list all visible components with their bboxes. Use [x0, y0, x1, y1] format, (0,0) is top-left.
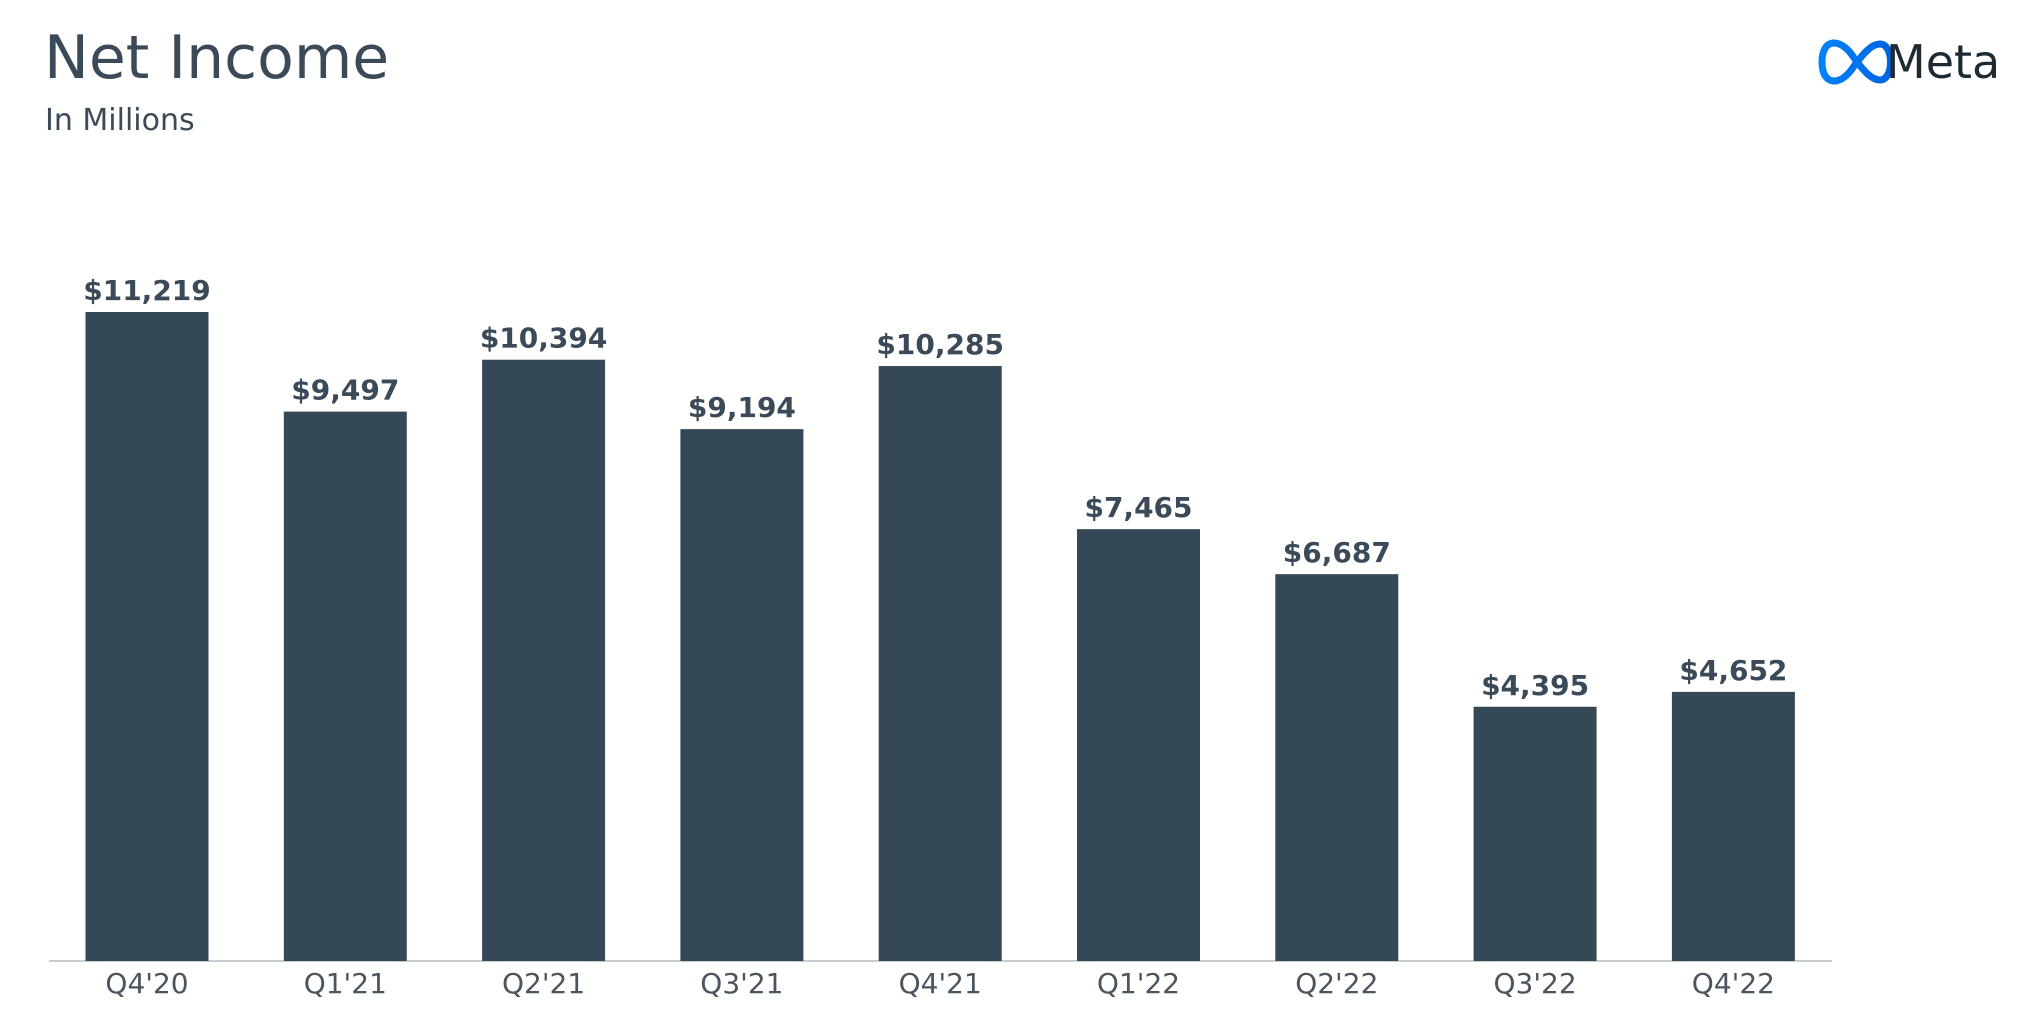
x-tick-label: Q1'21	[304, 967, 387, 1000]
bar	[680, 429, 804, 961]
x-tick-label: Q1'22	[1097, 967, 1180, 1000]
logo-text: Meta	[1886, 35, 2000, 89]
x-tick-label: Q4'22	[1692, 967, 1775, 1000]
value-label: $11,219	[83, 274, 211, 307]
x-tick-label: Q4'21	[899, 967, 982, 1000]
x-tick-label: Q2'21	[502, 967, 585, 1000]
bar	[283, 411, 407, 961]
bar	[85, 312, 209, 961]
value-label: $10,285	[876, 328, 1004, 361]
bar	[1473, 706, 1597, 961]
value-label: $10,394	[480, 322, 608, 355]
bar	[1077, 529, 1200, 961]
x-tick-label: Q3'22	[1494, 967, 1577, 1000]
value-label: $6,687	[1283, 536, 1391, 569]
value-label: $4,652	[1679, 654, 1787, 687]
chart-title: Net Income	[44, 23, 389, 93]
value-label: $7,465	[1084, 491, 1192, 524]
bar	[1671, 691, 1795, 961]
value-label: $4,395	[1481, 669, 1589, 702]
x-tick-label: Q3'21	[700, 967, 783, 1000]
logo: Meta	[1818, 35, 2000, 89]
logo-icon	[1818, 39, 1894, 85]
x-tick-label: Q2'22	[1295, 967, 1378, 1000]
value-label: $9,194	[688, 391, 796, 424]
value-label: $9,497	[291, 374, 399, 407]
bar	[1275, 574, 1399, 961]
chart-subtitle: In Millions	[45, 103, 195, 138]
bar	[878, 366, 1002, 962]
x-tick-label: Q4'20	[105, 967, 188, 1000]
bar	[482, 359, 606, 961]
